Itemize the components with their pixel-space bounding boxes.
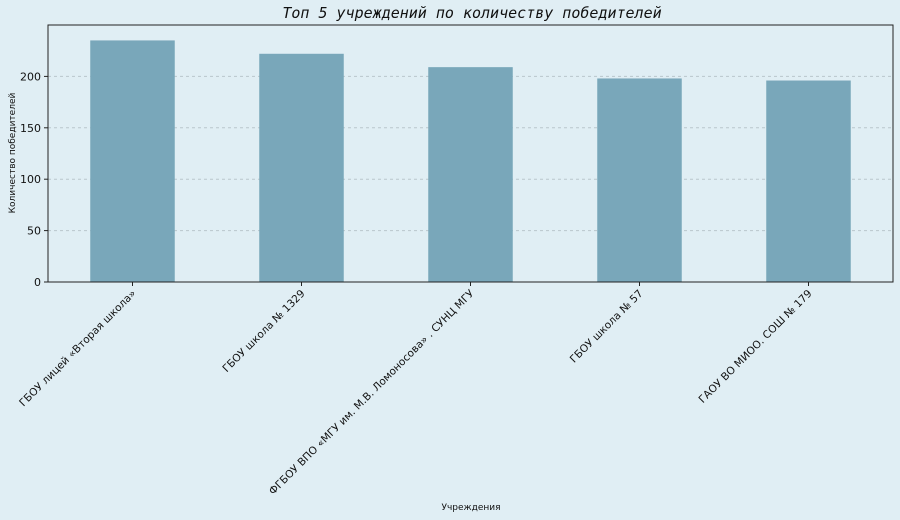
plot-frame — [47, 24, 894, 283]
bars — [90, 40, 851, 283]
bar — [428, 67, 513, 282]
x-ticks: ГБОУ лицей «Вторая школа» ГБОУ школа № 13… — [17, 282, 815, 498]
bar — [90, 40, 175, 282]
bar — [259, 53, 344, 283]
y-tick-label: 150 — [20, 122, 41, 135]
x-tick-label: ГБОУ школа № 57 — [568, 288, 646, 366]
bar — [597, 78, 682, 283]
bar — [766, 80, 851, 283]
x-axis-label: Учреждения — [441, 503, 500, 513]
x-tick-label: ГБОУ школа № 1329 — [220, 288, 307, 375]
y-ticks: 0 50 100 150 200 — [20, 70, 48, 289]
y-tick-label: 200 — [20, 70, 41, 83]
y-tick-label: 0 — [34, 276, 41, 289]
y-tick-label: 50 — [27, 225, 41, 238]
y-tick-label: 100 — [20, 173, 41, 186]
x-tick-label: ГБОУ лицей «Вторая школа» — [17, 288, 138, 409]
y-axis-label: Количество победителей — [8, 93, 18, 214]
x-tick-label: ФГБОУ ВПО «МГУ им. М.В. Ломоносова» . СУ… — [267, 287, 477, 497]
chart-title: Топ 5 учреждений по количеству победител… — [282, 4, 661, 22]
x-tick-label: ГАОУ ВО МИОО. СОШ № 179 — [697, 288, 815, 406]
